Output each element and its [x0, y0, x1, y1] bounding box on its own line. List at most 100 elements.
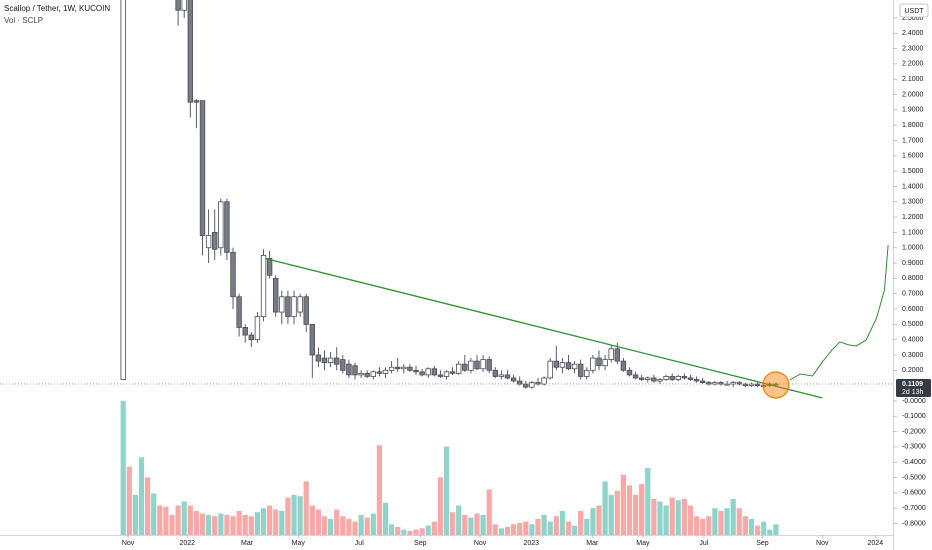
candle-body: [315, 354, 322, 362]
volume-bar: [529, 524, 535, 535]
volume-bar: [718, 510, 724, 535]
volume-bar: [639, 484, 645, 535]
candle-body: [681, 376, 688, 379]
candle-body: [669, 376, 675, 380]
volume-bar: [742, 516, 748, 535]
y-tick-label: 0.9000: [902, 260, 924, 267]
volume-bar: [364, 517, 370, 535]
volume-bar: [291, 494, 297, 535]
y-tick-label: -0.4000: [902, 459, 926, 466]
volume-bar: [596, 505, 602, 535]
volume-bar: [175, 505, 181, 535]
candle-body: [407, 366, 413, 371]
volume-bar: [163, 506, 169, 535]
candle-body: [455, 363, 462, 374]
candle-body: [541, 377, 547, 385]
candle-body: [657, 379, 663, 382]
volume-bar: [565, 521, 572, 535]
volume-bar: [309, 505, 315, 535]
candle-body: [334, 357, 340, 365]
candle-body: [431, 368, 438, 376]
candle-body: [120, 0, 126, 380]
currency-label[interactable]: USDT: [904, 8, 924, 15]
volume-bar: [657, 501, 663, 535]
volume-bar: [315, 509, 322, 535]
volume-bar: [334, 509, 340, 535]
volume-bar: [632, 494, 639, 535]
countdown-label: 2d 13h: [902, 389, 924, 396]
candle-body: [577, 363, 584, 377]
candle-body: [321, 357, 328, 364]
volume-bar: [602, 481, 608, 535]
candle-body: [590, 357, 596, 371]
volume-bar: [132, 494, 139, 535]
candle-body: [492, 369, 498, 377]
volume-bar: [248, 516, 254, 535]
volume-bar: [571, 525, 578, 535]
x-tick-label: 2024: [868, 540, 884, 547]
volume-bar: [389, 524, 395, 535]
y-tick-label: 2.4000: [902, 30, 924, 37]
y-tick-label: 1.7000: [902, 137, 924, 144]
volume-bar: [693, 516, 700, 535]
volume-bar: [358, 514, 364, 535]
volume-bar: [468, 517, 474, 535]
volume-bar: [651, 498, 657, 535]
candle-body: [437, 374, 444, 377]
candle-body: [748, 383, 755, 387]
candle-body: [754, 383, 761, 387]
volume-bar: [260, 508, 267, 535]
candle-body: [352, 365, 358, 376]
candle-body: [401, 366, 407, 370]
volume-bar: [620, 474, 626, 535]
candle-body: [529, 382, 535, 388]
candle-body: [388, 366, 395, 371]
candle-body: [602, 359, 608, 367]
y-tick-label: -0.1000: [902, 413, 926, 420]
candle-body: [614, 348, 620, 362]
candle-body: [584, 369, 590, 377]
y-tick-label: -0.8000: [902, 520, 926, 527]
candle-body: [547, 360, 553, 379]
candle-body: [626, 369, 633, 376]
candle-body: [340, 359, 346, 371]
volume-bar: [578, 510, 584, 535]
volume-bar: [297, 496, 303, 535]
y-tick-label: 2.1000: [902, 76, 924, 83]
volume-bar: [413, 529, 419, 535]
candle-body: [620, 360, 627, 371]
plot-area: [0, 0, 893, 535]
y-tick-label: 0.3000: [902, 352, 924, 359]
candle-body: [693, 379, 700, 382]
volume-bar: [242, 514, 248, 535]
y-tick-label: 0.6000: [902, 306, 924, 313]
currency-box[interactable]: [899, 3, 929, 18]
x-tick-label: Jul: [355, 540, 364, 547]
y-tick-label: 1.9000: [902, 107, 924, 114]
volume-bar: [535, 518, 541, 535]
y-tick-label: -0.6000: [902, 490, 926, 497]
candle-body: [413, 369, 419, 373]
volume-bar: [376, 445, 383, 535]
chart-title: Scallop / Tether, 1W, KUCOIN: [4, 4, 110, 13]
volume-bar: [510, 524, 517, 535]
candle-body: [346, 363, 352, 376]
candle-body: [224, 201, 230, 253]
volume-bar: [687, 505, 694, 535]
y-tick-label: 0.8000: [902, 275, 924, 282]
volume-bar: [138, 457, 145, 535]
y-tick-label: 2.2000: [902, 61, 924, 68]
x-tick-label: May: [292, 540, 306, 547]
volume-bar: [285, 497, 291, 535]
candle-body: [559, 362, 566, 368]
volume-bar: [395, 526, 401, 535]
volume-bar: [736, 508, 742, 535]
volume-bar: [206, 514, 212, 535]
volume-bar: [669, 497, 675, 535]
volume-bar: [254, 512, 261, 535]
candle-body: [449, 371, 456, 374]
y-tick-label: 0.2000: [902, 367, 924, 374]
candle-body: [309, 323, 316, 356]
candle-body: [205, 235, 212, 249]
